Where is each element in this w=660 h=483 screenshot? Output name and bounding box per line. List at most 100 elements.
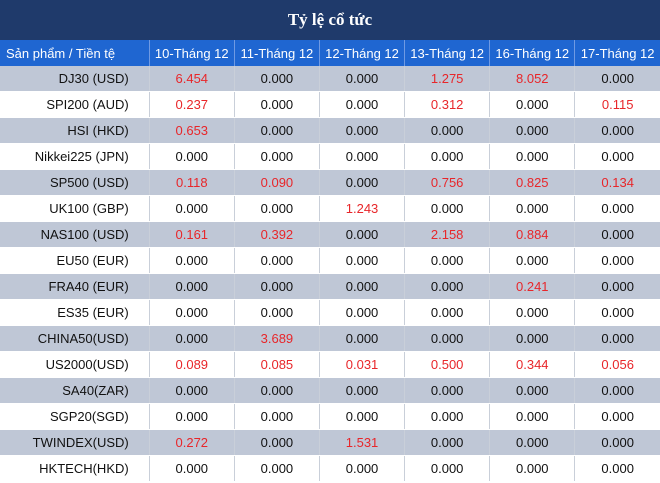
dividend-value-cell: 0.000 <box>149 195 235 222</box>
dividend-value-cell: 0.000 <box>404 299 491 326</box>
dividend-value-cell: 0.161 <box>149 221 235 248</box>
product-cell: CHINA50(USD) <box>0 325 150 352</box>
dividend-value-cell: 0.000 <box>319 377 406 404</box>
dividend-value-cell: 0.000 <box>319 455 406 482</box>
header-date: 13-Tháng 12 <box>404 40 491 66</box>
dividend-value-cell: 0.237 <box>149 91 235 118</box>
dividend-value-cell: 0.000 <box>489 325 576 352</box>
dividend-value-cell: 0.090 <box>234 169 320 196</box>
dividend-value-cell: 0.000 <box>489 429 576 456</box>
dividend-value-cell: 0.000 <box>319 299 406 326</box>
dividend-value-cell: 2.158 <box>404 221 491 248</box>
product-cell: NAS100 (USD) <box>0 221 150 248</box>
dividend-value-cell: 3.689 <box>234 325 320 352</box>
product-cell: FRA40 (EUR) <box>0 273 150 300</box>
dividend-value-cell: 0.000 <box>234 195 320 222</box>
product-cell: HSI (HKD) <box>0 117 150 144</box>
header-date: 12-Tháng 12 <box>319 40 406 66</box>
dividend-value-cell: 0.000 <box>149 325 235 352</box>
table-row: Nikkei225 (JPN) 0.000 0.000 0.000 0.000 0.000… <box>0 143 660 170</box>
dividend-value-cell: 0.000 <box>319 325 406 352</box>
dividend-value-cell: 0.000 <box>234 117 320 144</box>
dividend-value-cell: 0.000 <box>234 403 320 430</box>
dividend-value-cell: 0.000 <box>489 403 576 430</box>
dividend-value-cell: 0.000 <box>404 455 491 482</box>
table-row: HSI (HKD) 0.653 0.000 0.000 0.000 0.000 0.000 <box>0 117 660 144</box>
dividend-value-cell: 0.000 <box>574 403 660 430</box>
dividend-value-cell: 6.454 <box>149 66 235 92</box>
table-row: DJ30 (USD) 6.454 0.000 0.000 1.275 8.052 0.000 <box>0 66 660 92</box>
table-row: EU50 (EUR) 0.000 0.000 0.000 0.000 0.000 0.000 <box>0 247 660 274</box>
dividend-value-cell: 0.000 <box>489 377 576 404</box>
dividend-value-cell: 0.000 <box>489 299 576 326</box>
dividend-value-cell: 0.115 <box>574 91 660 118</box>
header-date: 10-Tháng 12 <box>149 40 235 66</box>
dividend-value-cell: 0.000 <box>404 117 491 144</box>
dividend-value-cell: 0.000 <box>574 429 660 456</box>
dividend-value-cell: 0.000 <box>404 325 491 352</box>
dividend-value-cell: 0.000 <box>234 91 320 118</box>
dividend-value-cell: 0.000 <box>319 403 406 430</box>
dividend-value-cell: 0.000 <box>574 66 660 92</box>
dividend-value-cell: 1.243 <box>319 195 406 222</box>
dividend-value-cell: 0.000 <box>489 91 576 118</box>
dividend-value-cell: 0.000 <box>404 273 491 300</box>
header-product-currency: Sản phẩm / Tiền tệ <box>0 40 150 66</box>
dividend-value-cell: 0.000 <box>489 195 576 222</box>
dividend-value-cell: 0.000 <box>574 377 660 404</box>
dividend-value-cell: 0.312 <box>404 91 491 118</box>
dividend-value-cell: 0.000 <box>489 247 576 274</box>
dividend-value-cell: 0.085 <box>234 351 320 378</box>
dividend-value-cell: 0.000 <box>234 66 320 92</box>
dividend-value-cell: 0.000 <box>234 429 320 456</box>
dividend-value-cell: 0.000 <box>574 143 660 170</box>
dividend-value-cell: 0.000 <box>404 247 491 274</box>
dividend-value-cell: 0.000 <box>574 273 660 300</box>
dividend-value-cell: 0.000 <box>319 117 406 144</box>
dividend-value-cell: 0.000 <box>574 195 660 222</box>
header-date: 17-Tháng 12 <box>574 40 660 66</box>
table-body: DJ30 (USD) 6.454 0.000 0.000 1.275 8.052 0.000… <box>0 66 660 482</box>
table-row: CHINA50(USD) 0.000 3.689 0.000 0.000 0.000 0.0… <box>0 325 660 352</box>
dividend-value-cell: 0.241 <box>489 273 576 300</box>
dividend-value-cell: 0.000 <box>574 455 660 482</box>
dividend-value-cell: 0.000 <box>319 169 406 196</box>
dividend-value-cell: 0.000 <box>319 247 406 274</box>
table-row: TWINDEX(USD) 0.272 0.000 1.531 0.000 0.000 0.0… <box>0 429 660 456</box>
dividend-value-cell: 1.531 <box>319 429 406 456</box>
dividend-value-cell: 0.000 <box>489 117 576 144</box>
dividend-value-cell: 0.118 <box>149 169 235 196</box>
table-row: NAS100 (USD) 0.161 0.392 0.000 2.158 0.884 0.0… <box>0 221 660 248</box>
product-cell: HKTECH(HKD) <box>0 455 150 482</box>
dividend-value-cell: 0.000 <box>319 91 406 118</box>
product-cell: SPI200 (AUD) <box>0 91 150 118</box>
header-row: Sản phẩm / Tiền tệ 10-Tháng 12 11-Tháng … <box>0 40 660 66</box>
dividend-value-cell: 0.272 <box>149 429 235 456</box>
header-date: 11-Tháng 12 <box>234 40 320 66</box>
table-row: HKTECH(HKD) 0.000 0.000 0.000 0.000 0.000 0.00… <box>0 455 660 482</box>
product-cell: SA40(ZAR) <box>0 377 150 404</box>
dividend-value-cell: 0.000 <box>574 299 660 326</box>
product-cell: EU50 (EUR) <box>0 247 150 274</box>
dividend-value-cell: 0.000 <box>149 299 235 326</box>
header-date: 16-Tháng 12 <box>489 40 576 66</box>
dividend-value-cell: 0.000 <box>489 143 576 170</box>
dividend-value-cell: 0.000 <box>149 455 235 482</box>
product-cell: SGP20(SGD) <box>0 403 150 430</box>
dividend-value-cell: 0.000 <box>404 143 491 170</box>
dividend-table: Sản phẩm / Tiền tệ 10-Tháng 12 11-Tháng … <box>0 40 660 482</box>
table-row: SGP20(SGD) 0.000 0.000 0.000 0.000 0.000 0.000 <box>0 403 660 430</box>
dividend-value-cell: 0.000 <box>319 143 406 170</box>
dividend-value-cell: 0.000 <box>234 247 320 274</box>
dividend-value-cell: 0.000 <box>234 143 320 170</box>
dividend-value-cell: 0.000 <box>149 403 235 430</box>
dividend-value-cell: 0.056 <box>574 351 660 378</box>
dividend-value-cell: 0.000 <box>234 455 320 482</box>
product-cell: DJ30 (USD) <box>0 66 150 92</box>
dividend-value-cell: 0.500 <box>404 351 491 378</box>
dividend-value-cell: 0.000 <box>234 377 320 404</box>
dividend-value-cell: 0.884 <box>489 221 576 248</box>
dividend-value-cell: 8.052 <box>489 66 576 92</box>
dividend-value-cell: 0.000 <box>319 273 406 300</box>
dividend-value-cell: 0.000 <box>404 403 491 430</box>
